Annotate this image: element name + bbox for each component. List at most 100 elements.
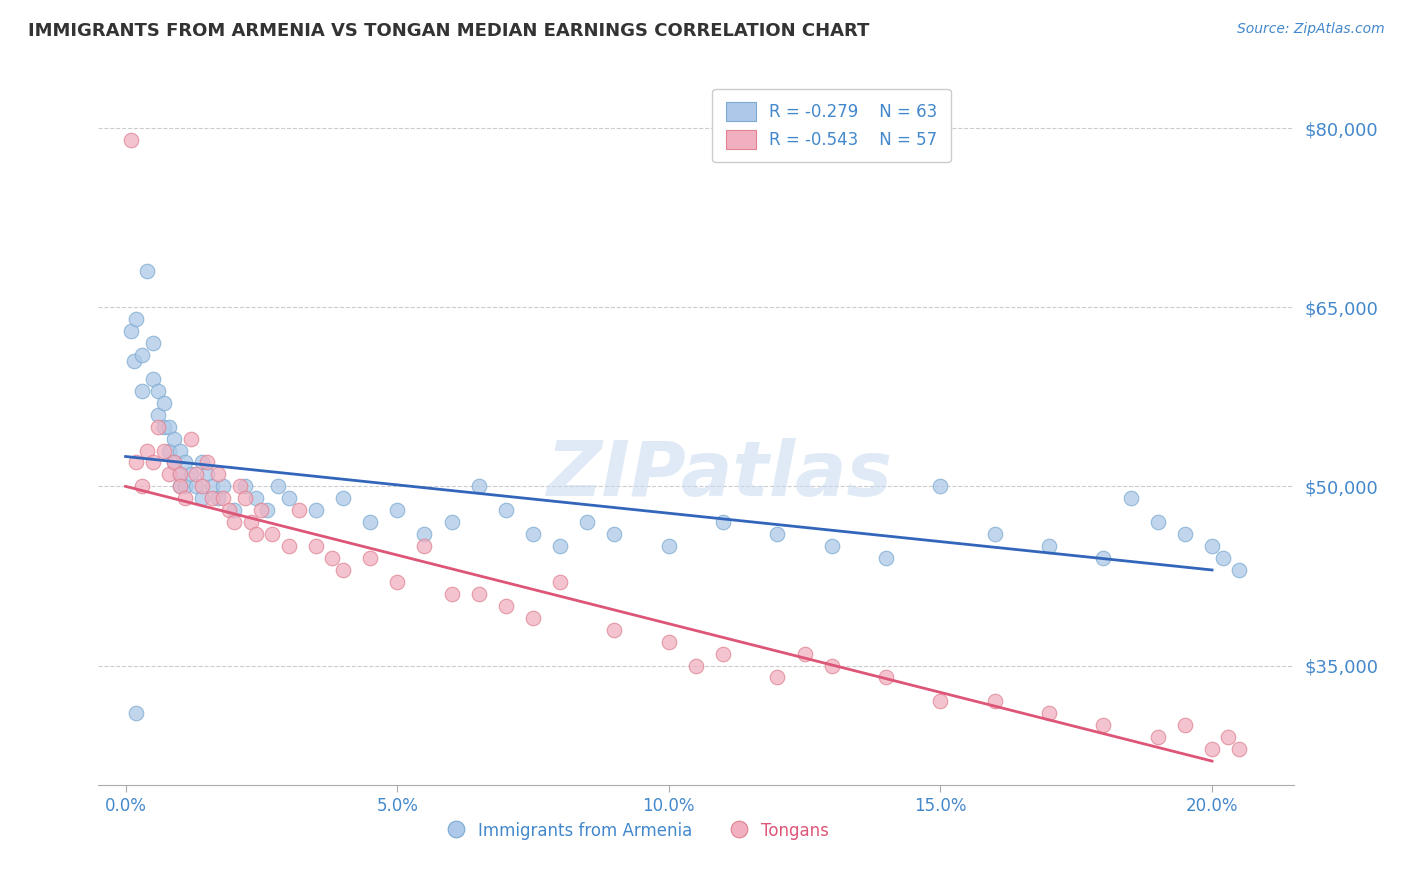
Point xyxy=(190,455,212,469)
Point xyxy=(277,539,299,553)
Point xyxy=(332,491,354,506)
Point xyxy=(169,479,191,493)
Point xyxy=(385,574,409,589)
Point xyxy=(1092,718,1115,732)
Point xyxy=(136,264,159,278)
Point xyxy=(359,551,381,566)
Point xyxy=(1038,539,1060,553)
Point xyxy=(125,312,148,326)
Point xyxy=(190,491,212,506)
Point xyxy=(413,527,436,541)
Point xyxy=(125,455,148,469)
Point xyxy=(157,419,180,434)
Text: ZIPatlas: ZIPatlas xyxy=(547,438,893,512)
Point xyxy=(1201,539,1223,553)
Text: IMMIGRANTS FROM ARMENIA VS TONGAN MEDIAN EARNINGS CORRELATION CHART: IMMIGRANTS FROM ARMENIA VS TONGAN MEDIAN… xyxy=(28,22,869,40)
Point xyxy=(250,503,273,517)
Point xyxy=(212,491,235,506)
Point xyxy=(1146,515,1168,529)
Point xyxy=(163,455,186,469)
Point xyxy=(766,527,789,541)
Point xyxy=(174,455,197,469)
Point xyxy=(548,539,571,553)
Point xyxy=(136,443,159,458)
Point xyxy=(658,634,681,648)
Point xyxy=(821,539,844,553)
Point xyxy=(190,479,212,493)
Point xyxy=(1174,527,1197,541)
Point xyxy=(875,670,897,684)
Point xyxy=(1227,563,1250,577)
Point xyxy=(984,694,1007,708)
Point xyxy=(821,658,844,673)
Point xyxy=(163,432,186,446)
Point xyxy=(929,479,952,493)
Point xyxy=(152,443,174,458)
Point xyxy=(245,491,267,506)
Point xyxy=(125,706,148,721)
Point xyxy=(1218,730,1240,744)
Point xyxy=(148,384,170,398)
Point xyxy=(793,647,815,661)
Point xyxy=(174,479,197,493)
Point xyxy=(1146,730,1168,744)
Point xyxy=(277,491,299,506)
Point xyxy=(195,467,218,482)
Point xyxy=(201,479,224,493)
Point xyxy=(152,396,174,410)
Legend: Immigrants from Armenia, Tongans: Immigrants from Armenia, Tongans xyxy=(437,814,835,847)
Point xyxy=(131,384,153,398)
Point xyxy=(522,527,544,541)
Point xyxy=(1212,551,1234,566)
Point xyxy=(142,336,165,351)
Point xyxy=(207,467,229,482)
Point xyxy=(152,419,174,434)
Point xyxy=(267,479,290,493)
Point xyxy=(224,503,246,517)
Point xyxy=(1038,706,1060,721)
Point xyxy=(224,515,246,529)
Point xyxy=(163,455,186,469)
Point xyxy=(131,348,153,362)
Point xyxy=(142,372,165,386)
Point xyxy=(440,515,463,529)
Point xyxy=(1201,742,1223,756)
Text: Source: ZipAtlas.com: Source: ZipAtlas.com xyxy=(1237,22,1385,37)
Point xyxy=(142,455,165,469)
Point xyxy=(239,515,262,529)
Point xyxy=(207,491,229,506)
Point xyxy=(332,563,354,577)
Point xyxy=(245,527,267,541)
Point xyxy=(413,539,436,553)
Point xyxy=(711,515,734,529)
Point xyxy=(603,527,626,541)
Point xyxy=(603,623,626,637)
Point xyxy=(148,419,170,434)
Point xyxy=(1227,742,1250,756)
Point xyxy=(218,503,240,517)
Point xyxy=(180,467,202,482)
Point xyxy=(321,551,343,566)
Point xyxy=(169,467,191,482)
Point xyxy=(305,503,328,517)
Point xyxy=(174,491,197,506)
Point xyxy=(929,694,952,708)
Point xyxy=(1174,718,1197,732)
Point xyxy=(685,658,707,673)
Point xyxy=(495,503,517,517)
Point xyxy=(169,443,191,458)
Point xyxy=(1092,551,1115,566)
Point xyxy=(256,503,278,517)
Point xyxy=(186,467,208,482)
Point xyxy=(440,587,463,601)
Point xyxy=(984,527,1007,541)
Point xyxy=(169,479,191,493)
Point xyxy=(766,670,789,684)
Point xyxy=(548,574,571,589)
Point xyxy=(359,515,381,529)
Point xyxy=(262,527,284,541)
Point xyxy=(467,587,489,601)
Point xyxy=(711,647,734,661)
Point xyxy=(875,551,897,566)
Point xyxy=(233,479,256,493)
